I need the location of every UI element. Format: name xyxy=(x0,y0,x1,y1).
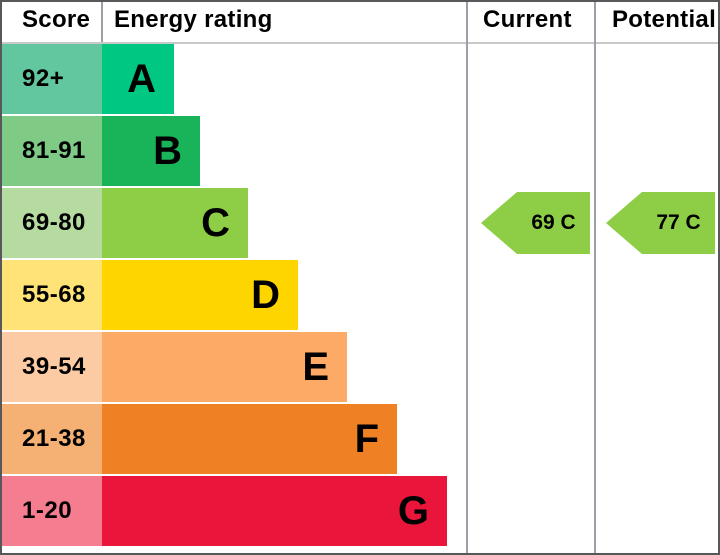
rating-band-row: 69-80 C xyxy=(2,188,466,258)
energy-rating-column-header: Energy rating xyxy=(114,6,273,33)
score-header-divider xyxy=(101,2,103,42)
band-score-range-f: 21-38 xyxy=(2,404,102,474)
potential-arrow-tip xyxy=(606,192,642,254)
band-bar-a: A xyxy=(102,44,174,114)
header-underline xyxy=(2,42,718,44)
band-score-range-b: 81-91 xyxy=(2,116,102,186)
band-score-range-a: 92+ xyxy=(2,44,102,114)
rating-bands: 92+ A 81-91 B 69-80 C 55-68 D 39-54 E 21… xyxy=(2,44,466,548)
potential-rating-value: 77 C xyxy=(642,192,715,254)
rating-band-row: 39-54 E xyxy=(2,332,466,402)
band-score-range-e: 39-54 xyxy=(2,332,102,402)
rating-band-row: 55-68 D xyxy=(2,260,466,330)
band-bar-d: D xyxy=(102,260,298,330)
current-column-divider xyxy=(466,2,468,553)
band-bar-e: E xyxy=(102,332,347,402)
band-score-range-g: 1-20 xyxy=(2,476,102,546)
chart-header: Score Energy rating Current Potential xyxy=(2,2,718,42)
potential-column-divider xyxy=(594,2,596,553)
current-rating-value: 69 C xyxy=(517,192,590,254)
potential-rating-arrow: 77 C xyxy=(606,192,715,254)
band-bar-g: G xyxy=(102,476,447,546)
rating-band-row: 92+ A xyxy=(2,44,466,114)
band-bar-c: C xyxy=(102,188,248,258)
rating-band-row: 1-20 G xyxy=(2,476,466,546)
rating-band-row: 81-91 B xyxy=(2,116,466,186)
current-column-header: Current xyxy=(483,6,572,33)
current-arrow-tip xyxy=(481,192,517,254)
band-bar-b: B xyxy=(102,116,200,186)
band-score-range-d: 55-68 xyxy=(2,260,102,330)
rating-band-row: 21-38 F xyxy=(2,404,466,474)
band-bar-f: F xyxy=(102,404,397,474)
current-rating-arrow: 69 C xyxy=(481,192,590,254)
potential-column-header: Potential xyxy=(612,6,717,33)
score-column-header: Score xyxy=(22,6,91,33)
band-score-range-c: 69-80 xyxy=(2,188,102,258)
